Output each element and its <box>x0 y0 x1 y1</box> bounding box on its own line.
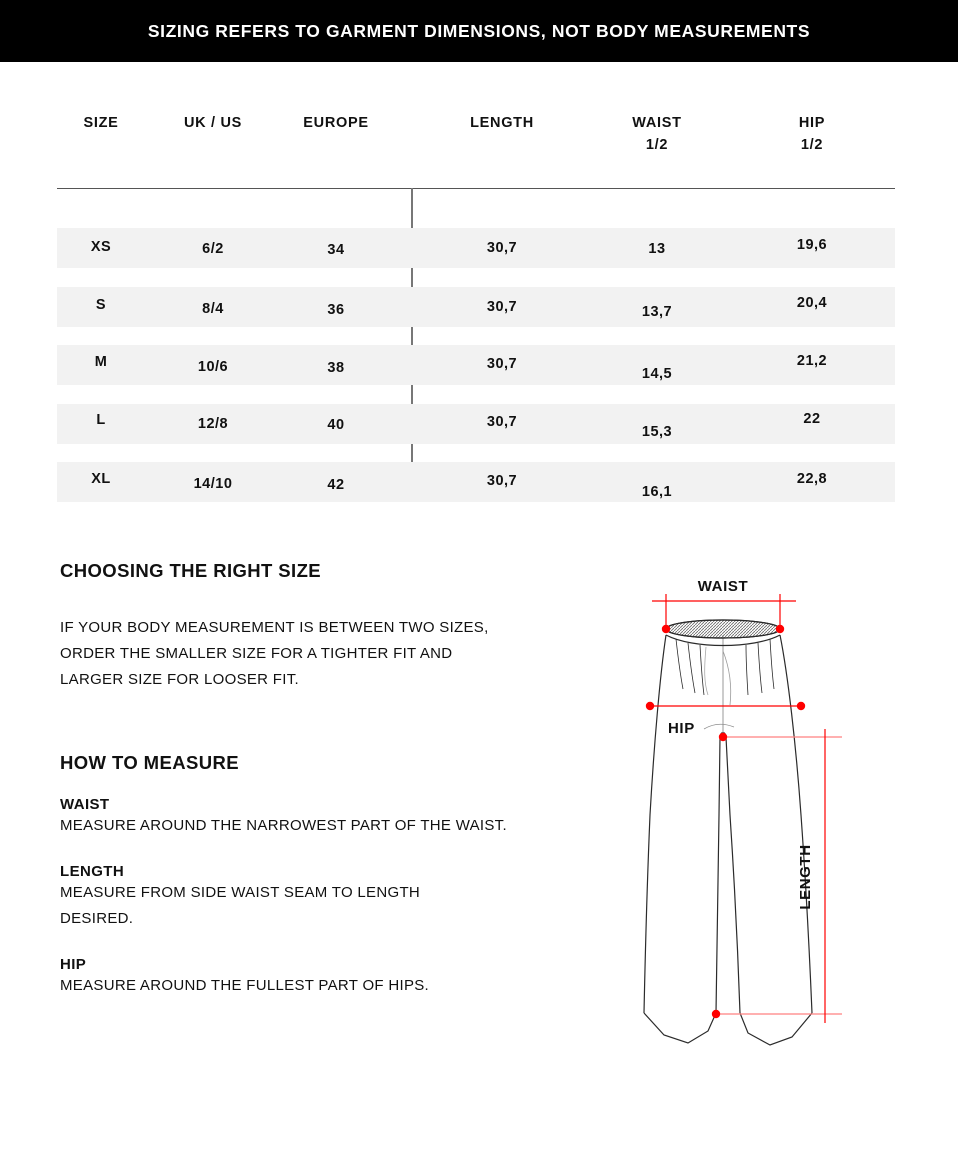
table-row[interactable]: L 12/8 40 30,7 15,3 22 <box>57 404 895 444</box>
choosing-size-heading: CHOOSING THE RIGHT SIZE <box>60 560 322 581</box>
hip-point-left <box>645 701 655 711</box>
size-table: SIZE UK / US EUROPE LENGTH WAIST 1/2 HIP… <box>57 95 895 508</box>
cell-size: XS <box>90 239 112 255</box>
cell-size: S <box>95 297 107 313</box>
table-row[interactable]: XS 6/2 34 30,7 13 19,6 <box>57 228 895 268</box>
measure-text-length: MEASURE FROM SIDE WAIST SEAM TO LENGTH D… <box>60 884 421 927</box>
length-label: LENGTH <box>797 844 814 909</box>
cell-europe: 36 <box>327 302 345 318</box>
cell-hip: 19,6 <box>796 237 828 253</box>
cell-europe: 34 <box>327 242 345 258</box>
cell-hip: 20,4 <box>796 295 828 311</box>
column-header-size: SIZE <box>83 115 119 131</box>
hip-label: HIP <box>668 720 695 737</box>
sizing-banner: SIZING REFERS TO GARMENT DIMENSIONS, NOT… <box>0 0 958 62</box>
pants-outline-illustration <box>643 634 813 1046</box>
table-body: XS 6/2 34 30,7 13 19,6 S 8/4 36 30,7 13,… <box>57 188 895 508</box>
waist-label: WAIST <box>698 578 749 595</box>
length-point-bottom <box>711 1009 721 1019</box>
cell-europe: 42 <box>327 477 345 493</box>
waistband-detail <box>665 619 781 639</box>
cell-uk-us: 10/6 <box>197 359 229 375</box>
waist-dimension: WAIST <box>652 578 796 634</box>
table-header-row: SIZE UK / US EUROPE LENGTH WAIST 1/2 HIP… <box>57 95 895 189</box>
cell-waist: 13 <box>648 241 666 257</box>
cell-length: 30,7 <box>486 473 518 489</box>
cell-size: M <box>94 354 108 370</box>
cell-uk-us: 8/4 <box>202 301 224 317</box>
waist-point-right <box>775 624 785 634</box>
cell-length: 30,7 <box>486 414 518 430</box>
measure-title-waist: WAIST <box>60 796 110 814</box>
table-row[interactable]: M 10/6 38 30,7 14,5 21,2 <box>57 345 895 385</box>
cell-size: L <box>96 412 106 428</box>
cell-length: 30,7 <box>486 299 518 315</box>
column-header-uk-us: UK / US <box>183 115 243 131</box>
cell-hip: 22,8 <box>796 471 828 487</box>
banner-text: SIZING REFERS TO GARMENT DIMENSIONS, NOT… <box>147 20 811 41</box>
column-header-length: LENGTH <box>470 115 534 131</box>
choosing-size-body: IF YOUR BODY MEASUREMENT IS BETWEEN TWO … <box>60 619 489 688</box>
length-point-top <box>718 732 728 742</box>
measure-item-waist: WAIST MEASURE AROUND THE NARROWEST PART … <box>60 796 600 839</box>
cell-uk-us: 6/2 <box>202 241 224 257</box>
pants-measurement-diagram: WAIST HIP LENGTH <box>620 565 950 1085</box>
measure-text-hip: MEASURE AROUND THE FULLEST PART OF HIPS. <box>60 976 430 994</box>
info-column: CHOOSING THE RIGHT SIZE IF YOUR BODY MEA… <box>60 560 600 999</box>
measure-item-length: LENGTH MEASURE FROM SIDE WAIST SEAM TO L… <box>60 863 600 932</box>
measure-item-hip: HIP MEASURE AROUND THE FULLEST PART OF H… <box>60 956 600 999</box>
header-divider-line <box>57 188 895 189</box>
measure-title-hip: HIP <box>60 955 87 973</box>
length-dimension: LENGTH <box>711 729 842 1023</box>
cell-europe: 40 <box>327 417 345 433</box>
column-header-waist: WAIST 1/2 <box>632 115 682 154</box>
cell-size: XL <box>91 471 111 487</box>
cell-waist: 16,1 <box>641 484 673 500</box>
hip-point-right <box>796 701 806 711</box>
waist-point-left <box>661 624 671 634</box>
cell-europe: 38 <box>327 360 345 376</box>
measure-text-waist: MEASURE AROUND THE NARROWEST PART OF THE… <box>60 817 507 835</box>
cell-waist: 14,5 <box>641 366 673 382</box>
cell-waist: 15,3 <box>641 424 673 440</box>
hip-dimension: HIP <box>645 701 806 737</box>
cell-length: 30,7 <box>486 240 518 256</box>
column-header-europe: EUROPE <box>303 115 369 131</box>
cell-hip: 21,2 <box>796 353 828 369</box>
measure-title-length: LENGTH <box>60 863 125 881</box>
table-vertical-divider <box>411 188 413 468</box>
table-row[interactable]: XL 14/10 42 30,7 16,1 22,8 <box>57 462 895 502</box>
cell-uk-us: 12/8 <box>197 416 229 432</box>
cell-waist: 13,7 <box>641 304 673 320</box>
column-header-hip: HIP 1/2 <box>798 115 826 154</box>
cell-length: 30,7 <box>486 356 518 372</box>
cell-uk-us: 14/10 <box>193 476 233 492</box>
cell-hip: 22 <box>803 411 821 427</box>
table-row[interactable]: S 8/4 36 30,7 13,7 20,4 <box>57 287 895 327</box>
how-to-measure-heading: HOW TO MEASURE <box>60 752 239 774</box>
